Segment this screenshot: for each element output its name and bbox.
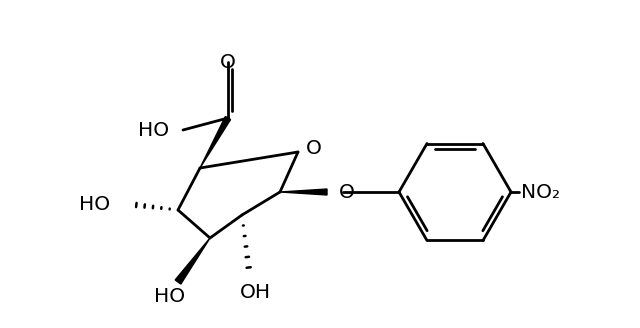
Text: HO: HO bbox=[138, 120, 169, 139]
Text: NO₂: NO₂ bbox=[521, 182, 560, 201]
Text: O: O bbox=[220, 52, 236, 72]
Polygon shape bbox=[200, 116, 230, 168]
Text: OH: OH bbox=[239, 282, 271, 301]
Text: O: O bbox=[306, 138, 322, 157]
Text: HO: HO bbox=[154, 286, 186, 305]
Text: HO: HO bbox=[79, 195, 110, 214]
Text: O: O bbox=[339, 182, 355, 201]
Polygon shape bbox=[280, 189, 327, 195]
Polygon shape bbox=[175, 238, 210, 284]
